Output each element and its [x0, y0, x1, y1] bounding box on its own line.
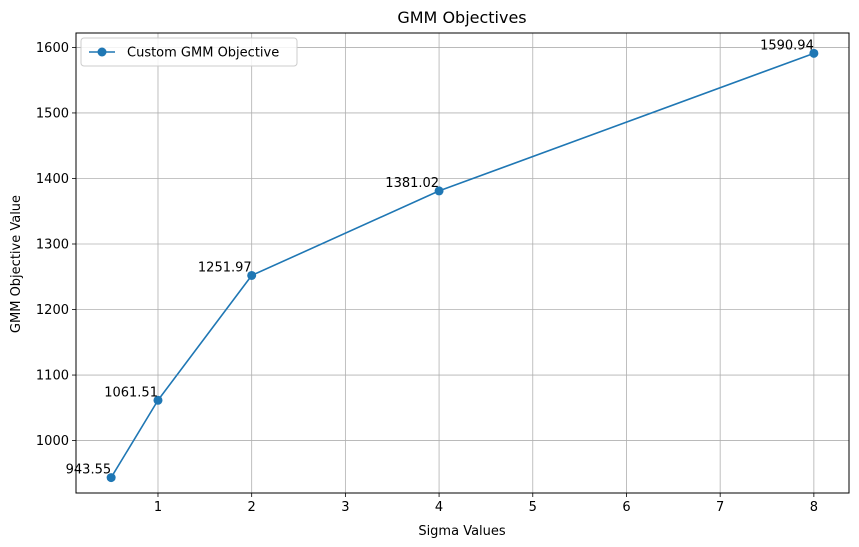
x-axis-label: Sigma Values	[418, 524, 506, 539]
x-tick-label: 5	[529, 500, 537, 515]
x-tick-label: 7	[716, 500, 724, 515]
data-label: 1251.97	[198, 260, 252, 275]
chart-title: GMM Objectives	[397, 8, 526, 27]
y-tick-label: 1300	[36, 237, 69, 252]
y-tick-label: 1200	[36, 303, 69, 318]
data-point	[106, 473, 116, 483]
x-tick-label: 3	[341, 500, 349, 515]
x-tick-label: 2	[248, 500, 256, 515]
grid	[76, 33, 849, 493]
legend: Custom GMM Objective	[80, 37, 298, 67]
data-labels: 943.55 1061.51 1251.97 1381.02 1590.94	[66, 38, 814, 477]
y-tick-label: 1400	[36, 172, 69, 187]
axis-ticks: 1 2 3 4 5 6 7 8 1000 1100 1200 1300 1400 1500 1600	[36, 41, 818, 515]
x-tick-label: 6	[622, 500, 630, 515]
plot-frame	[75, 32, 850, 494]
legend-box	[80, 37, 298, 67]
series-layer	[106, 48, 819, 483]
y-tick-label: 1000	[36, 434, 69, 449]
legend-series-marker	[97, 47, 107, 57]
data-label: 1381.02	[385, 176, 439, 191]
legend-series-label: Custom GMM Objective	[127, 46, 279, 61]
data-label: 943.55	[66, 463, 112, 478]
y-tick-label: 1500	[36, 106, 69, 121]
y-tick-label: 1100	[36, 369, 69, 384]
x-tick-label: 8	[810, 500, 818, 515]
data-point	[434, 186, 444, 196]
x-tick-label: 4	[435, 500, 443, 515]
data-label: 1590.94	[760, 38, 814, 53]
y-tick-label: 1600	[36, 41, 69, 56]
x-tick-label: 1	[154, 500, 162, 515]
data-point	[153, 395, 163, 405]
data-point	[809, 48, 819, 58]
data-label: 1061.51	[104, 385, 158, 400]
y-axis-label: GMM Objective Value	[9, 195, 24, 333]
data-point	[247, 270, 257, 280]
